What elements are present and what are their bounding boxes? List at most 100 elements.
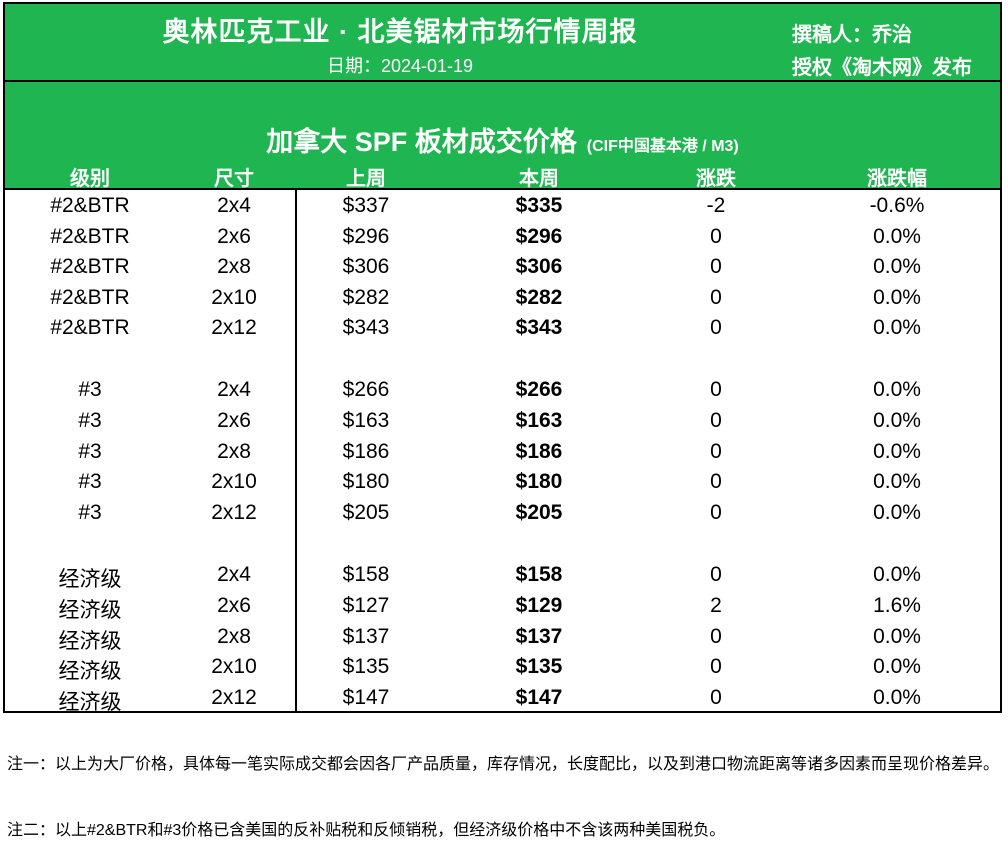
report-author: 撰稿人：乔治 <box>792 24 912 46</box>
cell-change: -2 <box>706 194 726 217</box>
cell-this-week: $186 <box>515 440 563 463</box>
cell-change: 0 <box>710 286 722 309</box>
cell-last-week: $205 <box>342 501 390 524</box>
cell-change-pct: 0.0% <box>873 378 921 401</box>
cell-last-week: $127 <box>342 594 390 617</box>
report-license: 授权《淘木网》发布 <box>792 57 972 79</box>
column-header-this-week: 本周 <box>519 168 559 190</box>
cell-this-week: $129 <box>515 594 563 617</box>
cell-change-pct: 0.0% <box>873 563 921 586</box>
table-row: #2&BTR 2x12 $343 $343 0 0.0% <box>5 314 1000 345</box>
cell-this-week: $282 <box>515 286 563 309</box>
cell-change-pct: 0.0% <box>873 255 921 278</box>
table-header: 加拿大 SPF 板材成交价格 (CIF中国基本港 / M3) 级别 尺寸 上周 本… <box>5 82 1000 190</box>
cell-grade: #3 <box>78 409 102 432</box>
cell-change-pct: 0.0% <box>873 316 921 339</box>
cell-grade: #3 <box>78 470 102 493</box>
cell-size: 2x8 <box>217 440 251 463</box>
report-date: 日期：2024-01-19 <box>326 56 474 76</box>
column-header-change: 涨跌 <box>696 168 736 190</box>
cell-grade: #2&BTR <box>50 225 130 248</box>
table-row: #3 2x6 $163 $163 0 0.0% <box>5 407 1000 438</box>
cell-change-pct: 0.0% <box>873 655 921 678</box>
cell-change-pct: -0.6% <box>869 194 925 217</box>
cell-this-week: $135 <box>515 655 563 678</box>
table-title-block: 加拿大 SPF 板材成交价格 (CIF中国基本港 / M3) <box>5 120 1000 159</box>
cell-this-week: $180 <box>515 470 563 493</box>
table-row: #3 2x12 $205 $205 0 0.0% <box>5 499 1000 530</box>
report-header: 奥林匹克工业 · 北美锯材市场行情周报 日期：2024-01-19 撰稿人：乔治… <box>5 4 1000 82</box>
cell-last-week: $135 <box>342 655 390 678</box>
cell-last-week: $163 <box>342 409 390 432</box>
cell-change: 0 <box>710 563 722 586</box>
cell-last-week: $137 <box>342 625 390 648</box>
cell-change: 0 <box>710 409 722 432</box>
cell-grade: #2&BTR <box>50 316 130 339</box>
cell-size: 2x8 <box>217 255 251 278</box>
cell-change: 0 <box>710 225 722 248</box>
table-row: #2&BTR 2x4 $337 $335 -2 -0.6% <box>5 192 1000 223</box>
cell-last-week: $282 <box>342 286 390 309</box>
column-header-change-pct: 涨跌幅 <box>867 168 927 190</box>
note-one: 注一：以上为大厂价格，具体每一笔实际成交都会因各厂产品质量，库存情况，长度配比，… <box>7 756 1000 773</box>
cell-change: 0 <box>710 255 722 278</box>
cell-change-pct: 0.0% <box>873 225 921 248</box>
cell-grade: 经济级 <box>58 691 122 714</box>
cell-change-pct: 1.6% <box>873 594 921 617</box>
cell-change: 0 <box>710 655 722 678</box>
table-title: 加拿大 SPF 板材成交价格 <box>266 127 577 157</box>
cell-this-week: $163 <box>515 409 563 432</box>
table-row: #3 2x4 $266 $266 0 0.0% <box>5 376 1000 407</box>
cell-change: 0 <box>710 501 722 524</box>
table-row: #3 2x8 $186 $186 0 0.0% <box>5 438 1000 469</box>
cell-size: 2x12 <box>211 686 257 709</box>
cell-grade: #3 <box>78 501 102 524</box>
cell-size: 2x6 <box>217 594 251 617</box>
cell-last-week: $266 <box>342 378 390 401</box>
cell-size: 2x6 <box>217 409 251 432</box>
cell-size: 2x4 <box>217 194 251 217</box>
report-frame: 奥林匹克工业 · 北美锯材市场行情周报 日期：2024-01-19 撰稿人：乔治… <box>3 2 1002 715</box>
note-two: 注二：以上#2&BTR和#3价格已含美国的反补贴税和反倾销税，但经济级价格中不含… <box>7 822 726 839</box>
table-row: 经济级 2x12 $147 $147 0 0.0% <box>5 684 1000 715</box>
cell-change-pct: 0.0% <box>873 501 921 524</box>
cell-last-week: $343 <box>342 316 390 339</box>
table-row: 经济级 2x10 $135 $135 0 0.0% <box>5 653 1000 684</box>
column-divider <box>295 190 297 711</box>
cell-change: 0 <box>710 378 722 401</box>
cell-change: 0 <box>710 686 722 709</box>
cell-size: 2x12 <box>211 501 257 524</box>
cell-grade: 经济级 <box>58 599 122 622</box>
cell-grade: #3 <box>78 378 102 401</box>
cell-this-week: $158 <box>515 563 563 586</box>
cell-size: 2x6 <box>217 225 251 248</box>
cell-size: 2x4 <box>217 563 251 586</box>
cell-last-week: $306 <box>342 255 390 278</box>
table-unit: (CIF中国基本港 / M3) <box>586 138 739 155</box>
cell-last-week: $186 <box>342 440 390 463</box>
cell-last-week: $147 <box>342 686 390 709</box>
cell-this-week: $306 <box>515 255 563 278</box>
column-header-last-week: 上周 <box>346 168 386 190</box>
cell-grade: #2&BTR <box>50 286 130 309</box>
cell-size: 2x8 <box>217 625 251 648</box>
cell-change: 2 <box>710 594 722 617</box>
cell-change: 0 <box>710 625 722 648</box>
table-row: #3 2x10 $180 $180 0 0.0% <box>5 468 1000 499</box>
cell-this-week: $147 <box>515 686 563 709</box>
cell-change-pct: 0.0% <box>873 440 921 463</box>
table-row: #2&BTR 2x8 $306 $306 0 0.0% <box>5 253 1000 284</box>
cell-grade: #2&BTR <box>50 255 130 278</box>
cell-last-week: $296 <box>342 225 390 248</box>
report-title: 奥林匹克工业 · 北美锯材市场行情周报 <box>162 17 638 47</box>
cell-grade: 经济级 <box>58 630 122 653</box>
cell-last-week: $337 <box>342 194 390 217</box>
cell-grade: #3 <box>78 440 102 463</box>
cell-change: 0 <box>710 316 722 339</box>
cell-size: 2x10 <box>211 470 257 493</box>
cell-change-pct: 0.0% <box>873 409 921 432</box>
cell-size: 2x10 <box>211 286 257 309</box>
table-row: 经济级 2x4 $158 $158 0 0.0% <box>5 561 1000 592</box>
column-header-grade: 级别 <box>70 168 110 190</box>
cell-grade: #2&BTR <box>50 194 130 217</box>
